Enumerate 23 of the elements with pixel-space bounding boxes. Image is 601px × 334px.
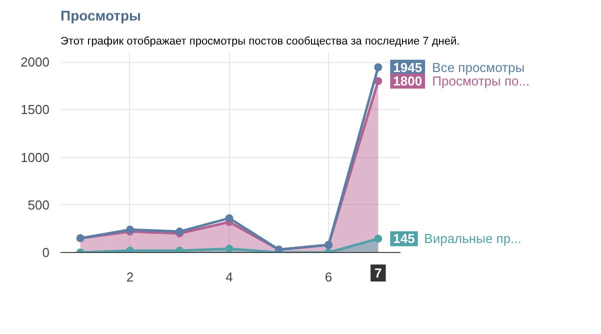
point bbox=[374, 63, 382, 72]
data-label: 145 bbox=[393, 231, 415, 246]
x-tick-label: 2 bbox=[126, 270, 134, 284]
x-tick-label: 6 bbox=[324, 270, 332, 284]
text: 7 bbox=[374, 266, 382, 280]
legend-label: Виральные пр... bbox=[424, 231, 522, 246]
point bbox=[176, 246, 184, 252]
y-tick-label: 1500 bbox=[20, 102, 50, 118]
point bbox=[126, 246, 134, 252]
point bbox=[374, 234, 382, 243]
y-tick-label: 1000 bbox=[20, 150, 50, 165]
y-tick-label: 0 bbox=[42, 245, 50, 260]
data-label: 1800 bbox=[393, 74, 422, 89]
chart-title: Просмотры bbox=[60, 8, 142, 24]
legend-label: Просмотры по... bbox=[432, 74, 530, 89]
point bbox=[225, 214, 234, 222]
point bbox=[225, 244, 234, 252]
y-tick-label: 500 bbox=[28, 197, 50, 212]
y-tick-label: 2000 bbox=[20, 54, 50, 70]
chart-subtitle: Этот график отображает просмотры постов сообщества за последние 7 дней. bbox=[60, 36, 460, 48]
x-tick-label: 4 bbox=[226, 270, 233, 284]
data-label: 1945 bbox=[393, 60, 422, 75]
legend-label: Все просмотры bbox=[432, 60, 525, 75]
